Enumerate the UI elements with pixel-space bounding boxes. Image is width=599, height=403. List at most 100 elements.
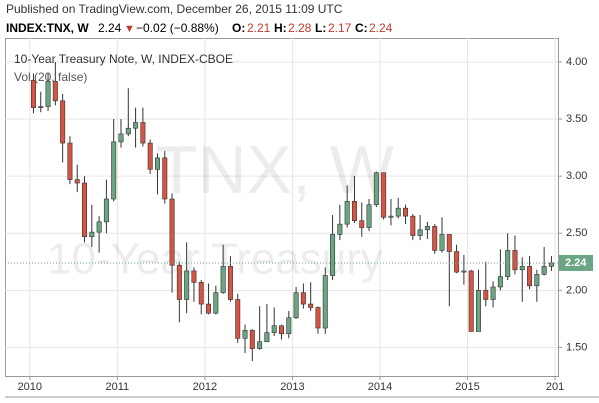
candle-body [103, 198, 109, 223]
last-price-label: 2.24 [565, 257, 587, 269]
candles [30, 61, 554, 362]
candle-body [483, 290, 489, 300]
candle-body [154, 157, 160, 170]
candle-body [60, 100, 66, 144]
o-value: 2.21 [247, 21, 271, 35]
candle-body [67, 142, 73, 180]
candle-body [38, 106, 44, 108]
candle-body [461, 270, 467, 273]
candle-body [403, 207, 409, 217]
y-tick-label: 1.50 [566, 341, 587, 353]
x-tick-label: 2011 [106, 381, 130, 393]
candle-body [534, 274, 540, 287]
h-label: H: [274, 21, 287, 35]
candle-body [322, 275, 328, 329]
candle-body [454, 251, 460, 273]
candle-body [198, 282, 204, 305]
candle-body [410, 215, 416, 236]
x-tick-label: 2013 [280, 381, 304, 393]
candle-body [519, 266, 525, 271]
candle-body [541, 266, 547, 275]
candle-body [337, 223, 343, 235]
candle-body [446, 234, 452, 252]
candle-body [96, 221, 102, 233]
candle-body [82, 182, 88, 237]
candle-body [388, 215, 394, 218]
candle-body [286, 317, 292, 335]
symbol: INDEX:TNX, W [6, 21, 89, 35]
candle-body [30, 79, 36, 108]
candle-body [249, 330, 255, 349]
published: Published on TradingView.com, December 2… [6, 2, 343, 16]
y-tick-label: 2.50 [566, 227, 587, 239]
grid [5, 38, 558, 376]
candle-body [140, 122, 146, 144]
watermark: TNX, W [156, 132, 394, 208]
c-value: 2.24 [369, 21, 393, 35]
candle-body [432, 226, 438, 251]
candle-body [512, 250, 518, 271]
candle-body [118, 133, 124, 143]
candle-body [527, 266, 533, 287]
candle-body [271, 325, 277, 333]
candle-body [184, 270, 190, 300]
arrow: ▼ [124, 23, 135, 35]
c-label: C: [355, 21, 368, 35]
candle-body [417, 229, 423, 236]
candle-body [497, 276, 503, 288]
candle-body [191, 270, 197, 283]
x-tick-label: 2012 [193, 381, 217, 393]
y-tick-label: 2.00 [566, 284, 587, 296]
plot-frame [5, 38, 559, 377]
candle-body [490, 286, 496, 300]
y-tick-label: 3.50 [566, 113, 587, 125]
candle-body [257, 341, 263, 349]
candle-body [308, 303, 314, 308]
candle-body [89, 231, 95, 237]
candle-body [45, 81, 51, 107]
candle-body [227, 266, 233, 300]
x-tick-label: 2014 [368, 381, 392, 393]
candle-body [351, 200, 357, 222]
candle-body [52, 81, 58, 102]
candle-body [424, 226, 430, 231]
candle-body [206, 303, 212, 314]
candle-body [359, 220, 365, 228]
candle-body [176, 264, 182, 300]
x-tick-label: 2010 [18, 381, 42, 393]
candle-body [505, 250, 511, 277]
change: −0.02 (−0.88%) [136, 21, 219, 35]
o-label: O: [232, 21, 245, 35]
candle-body [293, 292, 299, 319]
candle-body [242, 330, 248, 339]
candle-body [373, 172, 379, 206]
last-price-tag [559, 254, 593, 271]
candle-body [548, 262, 554, 267]
candle-body [125, 127, 131, 135]
x-tick-label: 201 [546, 381, 564, 393]
candle-body [162, 157, 168, 200]
candle-body [468, 270, 474, 332]
candle-body [220, 266, 226, 293]
candle-body [344, 200, 350, 225]
candle-body [366, 204, 372, 228]
candle-body [111, 141, 117, 200]
last: 2.24 [98, 21, 122, 35]
candle-body [169, 198, 175, 266]
candle-body [74, 179, 80, 184]
legend-title: 10-Year Treasury Note, W, INDEX-CBOE [14, 52, 233, 66]
candle-body [264, 332, 270, 343]
candle-body [147, 142, 153, 170]
candle-body [395, 207, 401, 217]
candle-body [213, 292, 219, 314]
legend-subtitle: Vol (20, false) [14, 70, 87, 84]
candle-body [330, 234, 336, 276]
l-value: 2.17 [328, 21, 352, 35]
l-label: L: [315, 21, 326, 35]
candle-body [279, 325, 284, 335]
y-tick-label: 4.00 [566, 56, 587, 68]
candle-body [439, 234, 445, 251]
